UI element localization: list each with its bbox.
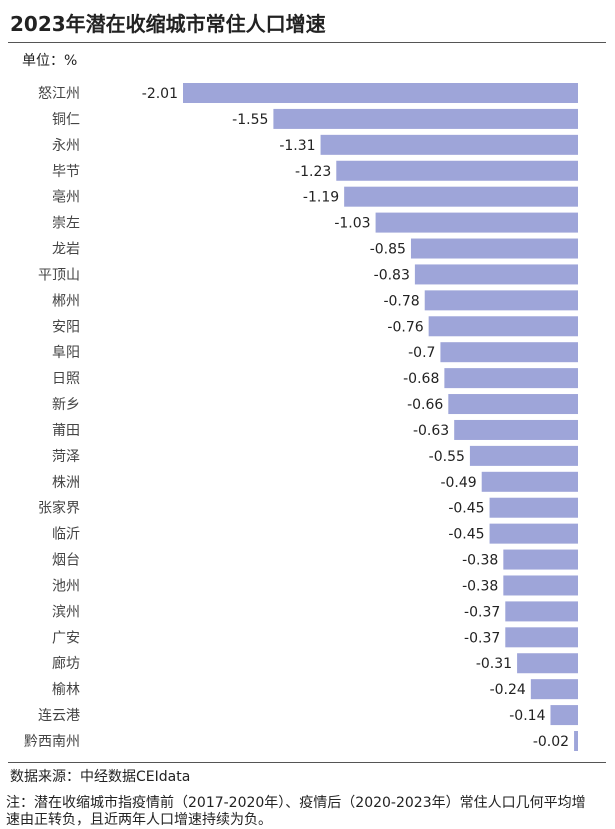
bar bbox=[428, 316, 578, 337]
bar bbox=[414, 264, 578, 285]
bar bbox=[336, 160, 578, 181]
category-label: 永州 bbox=[52, 138, 80, 154]
value-label: -0.49 bbox=[440, 475, 476, 491]
category-label: 株洲 bbox=[52, 475, 80, 491]
bar bbox=[444, 368, 578, 389]
category-label: 菏泽 bbox=[52, 449, 80, 465]
rule bbox=[8, 762, 606, 763]
category-label: 廊坊 bbox=[52, 655, 80, 672]
category-label: 广安 bbox=[52, 630, 80, 646]
bar bbox=[489, 523, 578, 544]
category-label: 新乡 bbox=[52, 397, 80, 413]
value-label: -0.31 bbox=[476, 656, 512, 672]
value-label: -0.14 bbox=[509, 708, 545, 724]
category-label: 阜阳 bbox=[52, 344, 80, 361]
bar bbox=[574, 731, 578, 751]
value-label: -0.37 bbox=[464, 604, 500, 620]
category-label: 亳州 bbox=[52, 189, 80, 206]
value-label: -0.7 bbox=[408, 345, 435, 361]
bar bbox=[273, 108, 578, 129]
value-label: -0.55 bbox=[429, 449, 465, 465]
bar bbox=[344, 186, 578, 207]
value-label: -1.19 bbox=[303, 190, 339, 206]
category-label: 毕节 bbox=[52, 164, 80, 180]
value-label: -0.45 bbox=[448, 501, 484, 517]
bar bbox=[517, 653, 578, 674]
category-label: 龙岩 bbox=[52, 242, 80, 258]
value-label: -1.23 bbox=[295, 164, 331, 180]
bar bbox=[503, 575, 578, 596]
value-label: -0.38 bbox=[462, 578, 498, 594]
unit: 单位：% bbox=[22, 53, 78, 69]
category-label: 崇左 bbox=[52, 216, 80, 232]
category-label: 日照 bbox=[52, 371, 80, 387]
bar bbox=[505, 601, 578, 622]
bar bbox=[505, 627, 578, 648]
bar bbox=[550, 705, 578, 726]
value-label: -0.78 bbox=[383, 293, 419, 309]
category-label: 安阳 bbox=[52, 319, 80, 335]
source: 数据来源：中经数据CEIdata bbox=[10, 769, 191, 785]
value-label: -0.37 bbox=[464, 630, 500, 646]
value-label: -0.76 bbox=[387, 319, 423, 335]
value-label: -0.85 bbox=[370, 242, 406, 258]
category-label: 池州 bbox=[52, 578, 80, 594]
bar bbox=[320, 134, 578, 155]
category-label: 铜仁 bbox=[52, 112, 80, 128]
category-label: 郴州 bbox=[52, 293, 80, 309]
bar bbox=[489, 497, 578, 518]
category-label: 连云港 bbox=[38, 708, 80, 724]
value-label: -0.45 bbox=[448, 527, 484, 543]
category-label: 张家界 bbox=[38, 500, 80, 517]
value-label: -1.55 bbox=[232, 112, 268, 128]
value-label: -0.24 bbox=[490, 682, 526, 698]
chart-title: 2023年潜在收缩城市常住人口增速 bbox=[10, 12, 326, 36]
bar bbox=[469, 445, 578, 466]
category-label: 烟台 bbox=[52, 553, 80, 569]
category-label: 平顶山 bbox=[38, 267, 80, 283]
value-label: -0.83 bbox=[374, 267, 410, 283]
value-label: -0.02 bbox=[533, 734, 569, 750]
category-label: 怒江州 bbox=[38, 86, 80, 102]
bar bbox=[424, 290, 578, 311]
category-label: 莆田 bbox=[52, 423, 80, 439]
rule bbox=[8, 42, 606, 43]
bar bbox=[454, 419, 578, 440]
value-label: -0.68 bbox=[403, 371, 439, 387]
category-label: 榆林 bbox=[52, 682, 80, 698]
category-label: 临沂 bbox=[52, 527, 80, 543]
value-label: -0.66 bbox=[407, 397, 443, 413]
bar bbox=[481, 471, 578, 492]
bar bbox=[440, 342, 578, 363]
value-label: -1.03 bbox=[334, 216, 370, 232]
bar bbox=[183, 83, 578, 103]
bar bbox=[530, 679, 578, 700]
category-label: 黔西南州 bbox=[24, 734, 80, 750]
bar bbox=[448, 394, 578, 415]
value-label: -2.01 bbox=[142, 86, 178, 102]
value-label: -0.63 bbox=[413, 423, 449, 439]
value-label: -1.31 bbox=[279, 138, 315, 154]
category-label: 滨州 bbox=[52, 604, 80, 620]
bar bbox=[503, 549, 578, 570]
bar bbox=[375, 212, 578, 233]
note: 注：潜在收缩城市指疫情前（2017-2020年）、疫情后（2020-2023年）… bbox=[6, 795, 586, 828]
value-label: -0.38 bbox=[462, 553, 498, 569]
bar bbox=[410, 238, 578, 259]
